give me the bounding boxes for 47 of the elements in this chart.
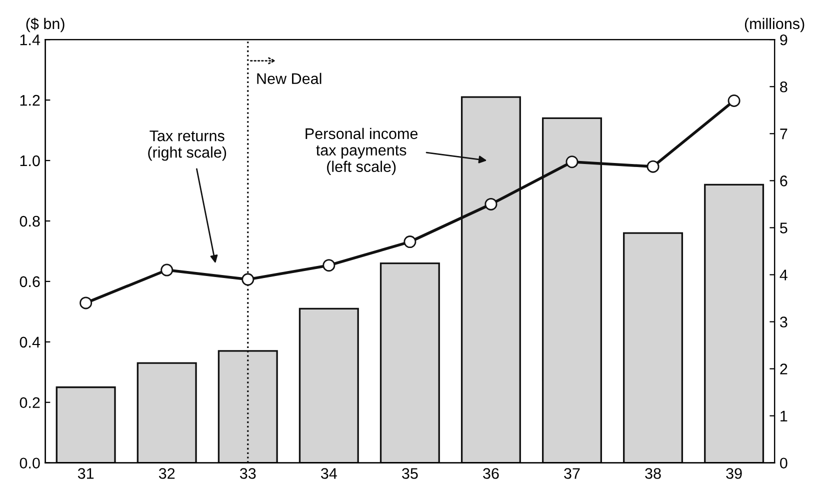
x-tick-label: 34	[321, 468, 337, 479]
y2-tick-label: 9	[780, 34, 788, 46]
bar	[623, 232, 684, 463]
point	[160, 264, 174, 276]
y2-tick-label: 2	[780, 364, 788, 374]
y2-tick-label: 8	[780, 81, 788, 92]
y-tick-label: 0.6	[20, 276, 40, 288]
annotation: Tax returns (right scale)	[148, 130, 226, 161]
bar	[136, 362, 197, 463]
y2-tick-label: 4	[780, 270, 788, 280]
y2-tick-label: 5	[780, 222, 788, 234]
x-tick-label: 36	[483, 468, 499, 479]
ref-line-label: New Deal	[257, 72, 322, 84]
y-tick-label: 1.0	[20, 155, 40, 166]
y2-tick-label: 6	[780, 176, 788, 186]
y-tick-label: 0.0	[20, 458, 40, 469]
y-tick-label: 0.2	[20, 397, 40, 408]
y2-tick-label: 3	[780, 316, 788, 328]
point	[404, 236, 416, 248]
point	[242, 273, 254, 286]
x-tick-label: 33	[240, 468, 256, 479]
point	[484, 198, 498, 210]
y-axis-title: ($ bn)	[26, 18, 64, 32]
x-tick-label: 37	[564, 468, 580, 479]
y-tick-label: 1.2	[20, 94, 40, 106]
x-tick-label: 39	[726, 468, 742, 479]
y2-axis-title: (millions)	[744, 18, 804, 32]
x-tick-label: 32	[158, 468, 175, 479]
bar	[298, 308, 359, 463]
y-tick-label: 1.4	[20, 34, 40, 46]
y-tick-label: 0.8	[20, 216, 40, 227]
bar	[704, 184, 764, 463]
x-tick-label: 35	[402, 468, 418, 479]
point	[322, 259, 336, 272]
bar	[56, 386, 116, 463]
y2-tick-label: 0	[780, 458, 788, 469]
point	[646, 160, 660, 173]
y2-tick-label: 7	[780, 128, 788, 140]
x-tick-label: 31	[78, 468, 94, 479]
point	[728, 94, 740, 107]
x-tick-label: 38	[645, 468, 661, 479]
bar	[380, 262, 440, 463]
y2-tick-label: 1	[780, 410, 788, 422]
point	[80, 296, 92, 310]
annotation: Personal income tax payments (left scale)	[306, 128, 418, 176]
point	[566, 156, 578, 168]
y-tick-label: 0.4	[20, 336, 40, 348]
